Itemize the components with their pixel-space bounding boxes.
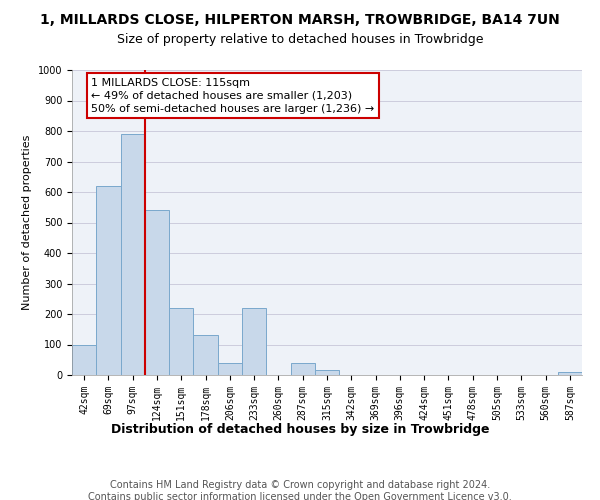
Text: Contains HM Land Registry data © Crown copyright and database right 2024.
Contai: Contains HM Land Registry data © Crown c… xyxy=(88,480,512,500)
Bar xyxy=(242,308,266,375)
Bar xyxy=(169,308,193,375)
Bar xyxy=(121,134,145,375)
Text: Size of property relative to detached houses in Trowbridge: Size of property relative to detached ho… xyxy=(117,32,483,46)
Bar xyxy=(558,372,582,375)
Bar xyxy=(290,363,315,375)
Bar xyxy=(72,344,96,375)
Bar xyxy=(218,363,242,375)
Text: 1 MILLARDS CLOSE: 115sqm
← 49% of detached houses are smaller (1,203)
50% of sem: 1 MILLARDS CLOSE: 115sqm ← 49% of detach… xyxy=(91,78,374,114)
Bar xyxy=(193,336,218,375)
Bar xyxy=(96,186,121,375)
Bar xyxy=(145,210,169,375)
Bar xyxy=(315,370,339,375)
Y-axis label: Number of detached properties: Number of detached properties xyxy=(22,135,32,310)
Text: 1, MILLARDS CLOSE, HILPERTON MARSH, TROWBRIDGE, BA14 7UN: 1, MILLARDS CLOSE, HILPERTON MARSH, TROW… xyxy=(40,12,560,26)
Text: Distribution of detached houses by size in Trowbridge: Distribution of detached houses by size … xyxy=(111,422,489,436)
